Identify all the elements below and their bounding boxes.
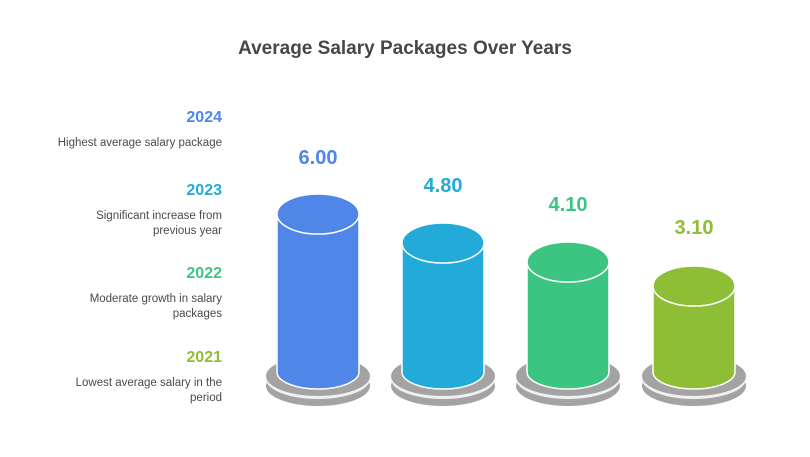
legend-item-2023: 2023 Significant increase from previous … [72,181,222,239]
bar-2021: 3.10 [642,217,746,406]
legend-item-2024: 2024 Highest average salary package [22,108,222,151]
chart-title: Average Salary Packages Over Years [238,38,572,59]
bar-2023: 4.80 [391,175,495,406]
legend-year: 2022 [186,265,222,282]
legend-item-2021: 2021 Lowest average salary in the period [52,348,222,406]
legend-year: 2023 [186,182,222,199]
legend-description: Significant increase from previous year [96,210,222,237]
legend-description: Moderate growth in salary packages [89,293,222,320]
legend-year: 2021 [186,349,222,366]
bar-2024: 6.00 [266,147,370,406]
bar-2022: 4.10 [516,194,620,406]
bar-value-label: 4.80 [424,175,463,197]
bar-value-label: 3.10 [675,217,714,239]
legend-description: Highest average salary package [57,137,222,149]
legend-year: 2024 [186,109,222,126]
legend-description: Lowest average salary in the period [75,377,222,404]
legend-item-2022: 2022 Moderate growth in salary packages [62,264,222,322]
bar-value-label: 6.00 [299,147,338,169]
bar-value-label: 4.10 [549,194,588,216]
